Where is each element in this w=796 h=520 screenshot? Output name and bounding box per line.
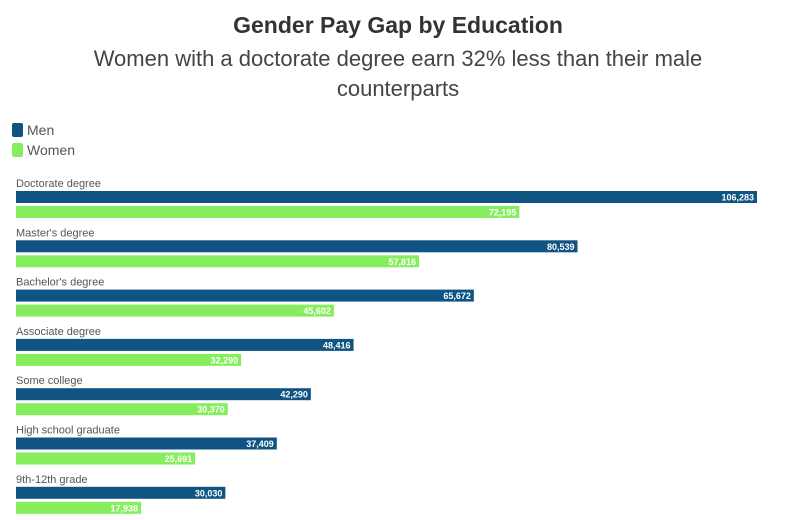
data-label: 37,409 <box>246 439 274 449</box>
legend-item-men[interactable]: Men <box>12 122 54 138</box>
bar-women <box>16 255 420 268</box>
category-label: Master's degree <box>16 227 95 239</box>
data-label: 72,195 <box>489 208 517 218</box>
data-label: 30,030 <box>195 488 223 498</box>
data-label: 32,290 <box>211 355 239 365</box>
data-label: 42,290 <box>280 390 308 400</box>
bar-women <box>16 206 520 218</box>
category-label: Associate degree <box>16 326 101 338</box>
bar-men <box>16 240 578 253</box>
category-label: Some college <box>16 375 83 387</box>
legend-label-women: Women <box>27 142 75 158</box>
bar-men <box>16 437 277 450</box>
chart-subtitle: Women with a doctorate degree earn 32% l… <box>93 46 703 101</box>
legend-swatch-men <box>12 123 23 137</box>
bar-men <box>16 191 757 203</box>
data-label: 80,539 <box>547 242 575 252</box>
data-label: 57,816 <box>389 257 417 267</box>
category-label: High school graduate <box>16 425 120 437</box>
legend-swatch-women <box>12 143 23 157</box>
category-label: 9th-12th grade <box>16 474 88 486</box>
data-label: 65,672 <box>443 291 471 301</box>
bar-women <box>16 501 142 514</box>
data-label: 25,691 <box>165 454 193 464</box>
category-label: Doctorate degree <box>16 178 101 190</box>
legend-label-men: Men <box>27 122 55 138</box>
bar-men <box>16 289 474 302</box>
bar-women <box>16 403 228 416</box>
bar-men <box>16 486 226 499</box>
data-label: 48,416 <box>323 340 351 350</box>
bar-women <box>16 452 196 465</box>
category-label: Bachelor's degree <box>16 277 104 289</box>
bar-women <box>16 304 334 317</box>
bar-men <box>16 388 311 401</box>
data-label: 45,602 <box>303 306 331 316</box>
legend-item-women[interactable]: Women <box>12 142 75 158</box>
data-label: 30,370 <box>197 405 225 415</box>
chart-title: Gender Pay Gap by Education <box>233 12 563 38</box>
bar-women <box>16 353 242 366</box>
data-label: 106,283 <box>721 193 754 203</box>
data-label: 17,938 <box>111 503 139 513</box>
bar-men <box>16 338 354 351</box>
